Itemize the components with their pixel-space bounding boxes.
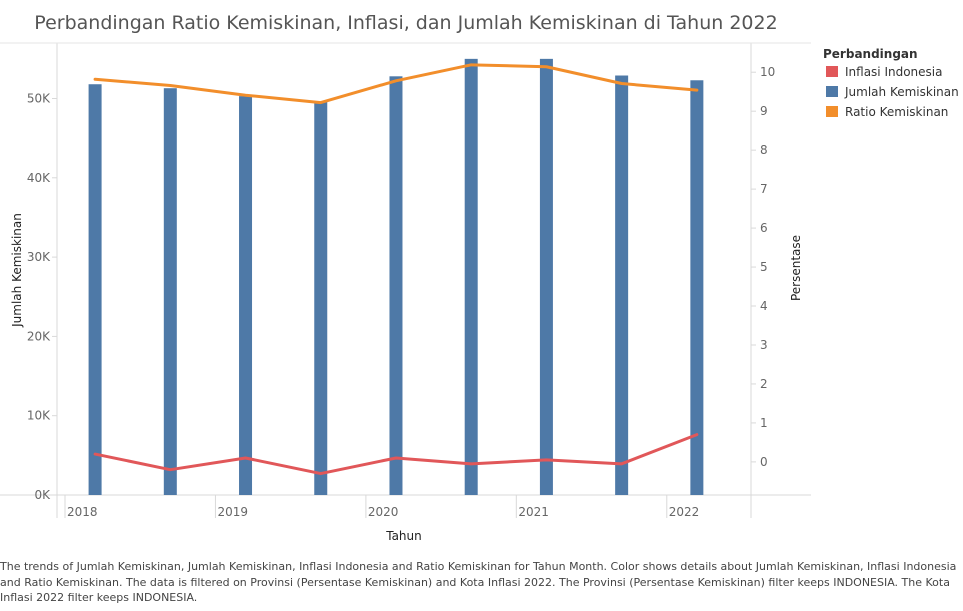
x-tick-label: 2019 <box>217 505 248 519</box>
left-tick-label: 0K <box>34 488 51 502</box>
x-axis-title: Tahun <box>385 529 422 543</box>
right-tick-label: 4 <box>760 299 768 313</box>
legend-title: Perbandingan <box>823 47 918 61</box>
right-tick-label: 6 <box>760 221 768 235</box>
legend-swatch-inflasi-indonesia <box>826 66 838 77</box>
bar-jumlah-kemiskinan <box>690 80 704 495</box>
chart-title: Perbandingan Ratio Kemiskinan, Inflasi, … <box>34 12 777 34</box>
right-tick-label: 10 <box>760 65 775 79</box>
right-tick-label: 8 <box>760 143 768 157</box>
chart-caption: The trends of Jumlah Kemiskinan, Jumlah … <box>0 560 957 604</box>
x-tick-label: 2018 <box>67 505 98 519</box>
left-tick-label: 20K <box>27 329 51 343</box>
left-tick-label: 30K <box>27 250 51 264</box>
bar-jumlah-kemiskinan <box>314 101 328 496</box>
left-axis-ticks: 0K 10K 20K 30K 40K 50K <box>27 92 57 502</box>
right-tick-label: 2 <box>760 377 768 391</box>
bar-jumlah-kemiskinan <box>464 58 478 495</box>
right-tick-label: 0 <box>760 455 768 469</box>
legend: Perbandingan Inflasi Indonesia Jumlah Kem… <box>823 47 959 119</box>
bar-jumlah-kemiskinan <box>539 58 553 495</box>
bar-jumlah-kemiskinan <box>163 88 177 495</box>
x-tick-label: 2021 <box>518 505 549 519</box>
bar-jumlah-kemiskinan <box>389 76 403 495</box>
bar-series-jumlah-kemiskinan <box>88 58 704 496</box>
legend-label-inflasi-indonesia: Inflasi Indonesia <box>845 65 943 79</box>
line-series-group <box>93 63 699 476</box>
right-tick-label: 1 <box>760 416 768 430</box>
x-axis-ticks: 2018 2019 2020 2021 2022 <box>64 495 700 519</box>
left-tick-label: 50K <box>27 92 51 106</box>
line-ratio-kemiskinan <box>93 63 699 105</box>
legend-swatch-ratio-kemiskinan <box>826 106 838 117</box>
x-tick-label: 2020 <box>368 505 399 519</box>
legend-label-jumlah-kemiskinan: Jumlah Kemiskinan <box>844 85 959 99</box>
right-axis-title: Persentase <box>789 235 803 301</box>
right-tick-label: 5 <box>760 260 768 274</box>
x-tick-label: 2022 <box>669 505 700 519</box>
left-tick-label: 10K <box>27 409 51 423</box>
right-tick-label: 9 <box>760 104 768 118</box>
right-tick-label: 3 <box>760 338 768 352</box>
legend-swatch-jumlah-kemiskinan <box>826 86 838 97</box>
right-axis-ticks: 0 1 2 3 4 5 6 7 8 9 10 <box>751 65 775 469</box>
left-axis-title: Jumlah Kemiskinan <box>10 213 24 328</box>
bar-jumlah-kemiskinan <box>615 75 629 496</box>
bar-jumlah-kemiskinan <box>239 96 253 495</box>
legend-label-ratio-kemiskinan: Ratio Kemiskinan <box>845 105 948 119</box>
right-tick-label: 7 <box>760 182 768 196</box>
line-inflasi-indonesia <box>93 433 699 476</box>
bar-jumlah-kemiskinan <box>88 84 102 496</box>
left-tick-label: 40K <box>27 171 51 185</box>
